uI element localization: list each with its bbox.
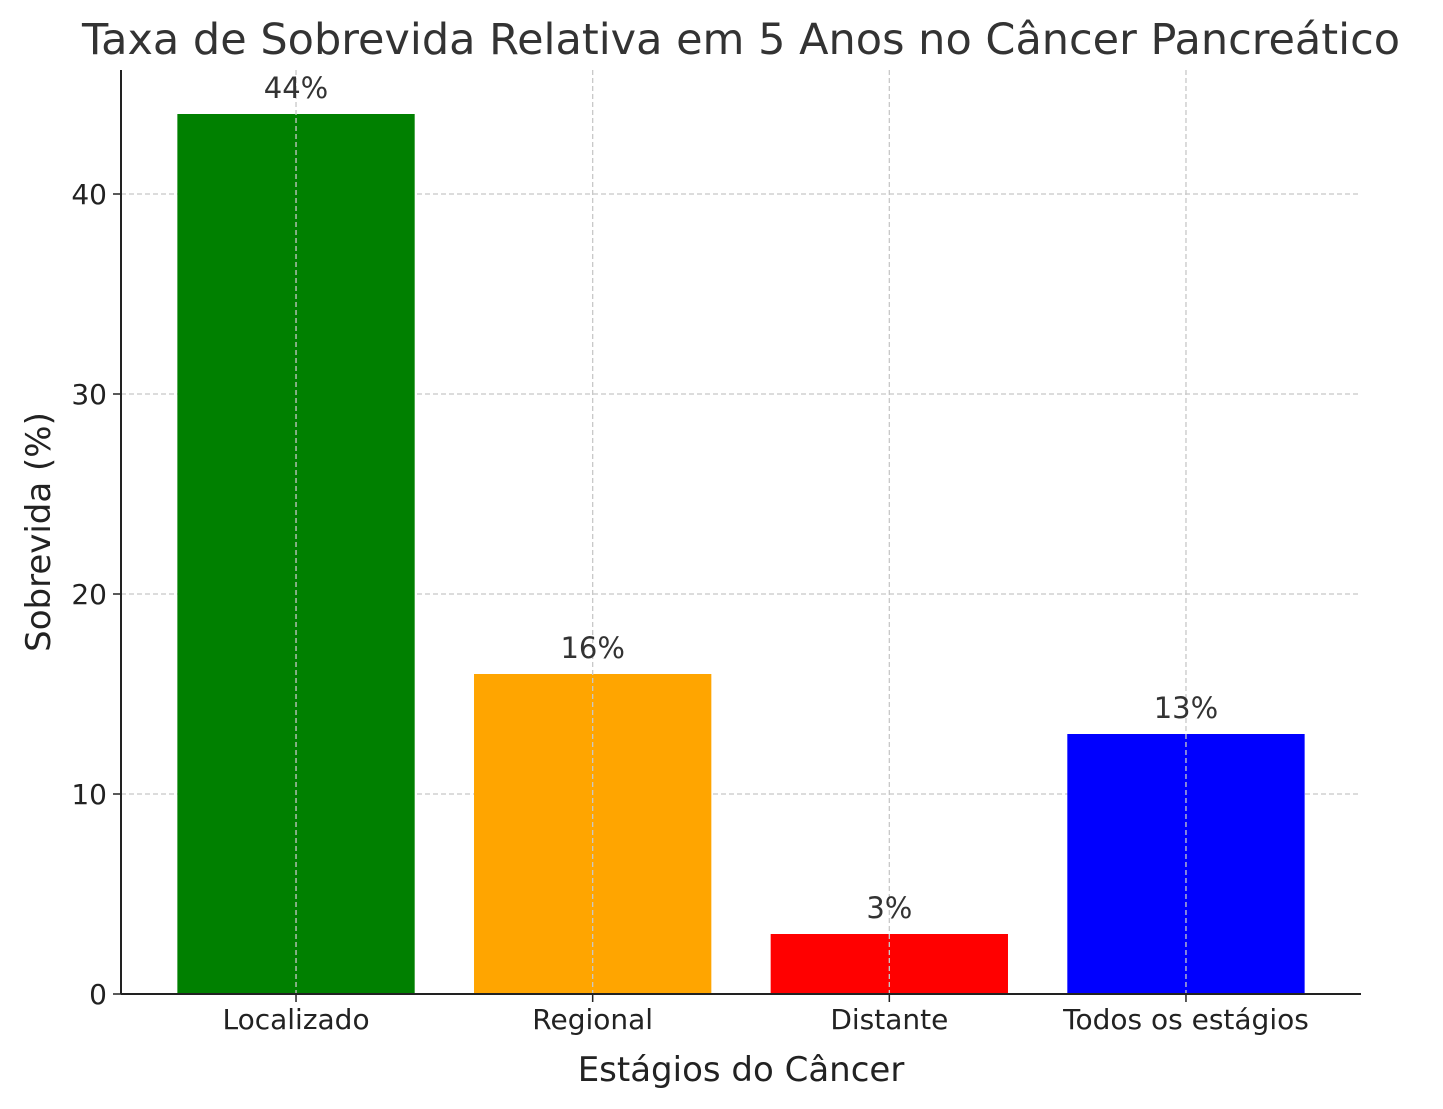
data-label: 13% [1154, 691, 1218, 725]
data-labels: 44% 16% 3% 13% [264, 71, 1218, 925]
x-axis-label: Estágios do Câncer [578, 1050, 905, 1090]
y-tick-label: 30 [71, 378, 107, 411]
bars [177, 114, 1305, 994]
y-axis-label: Sobrevida (%) [19, 412, 59, 652]
x-tick-label: Regional [532, 1003, 653, 1036]
y-tick-label: 40 [71, 178, 107, 211]
x-tick-label: Todos os estágios [1062, 1003, 1309, 1036]
chart-title: Taxa de Sobrevida Relativa em 5 Anos no … [81, 15, 1400, 65]
data-label: 3% [866, 891, 912, 925]
y-tick-label: 0 [89, 978, 107, 1011]
data-label: 16% [560, 631, 624, 665]
x-tick-label: Localizado [222, 1003, 369, 1036]
y-tick-label: 20 [71, 578, 107, 611]
y-tick-label: 10 [71, 778, 107, 811]
x-tick-label: Distante [830, 1003, 948, 1036]
vertical-grid [295, 70, 1187, 994]
data-label: 44% [264, 71, 328, 105]
axes: 0 10 20 30 40 Localizado Regional Distante Todos… [71, 70, 1361, 1036]
